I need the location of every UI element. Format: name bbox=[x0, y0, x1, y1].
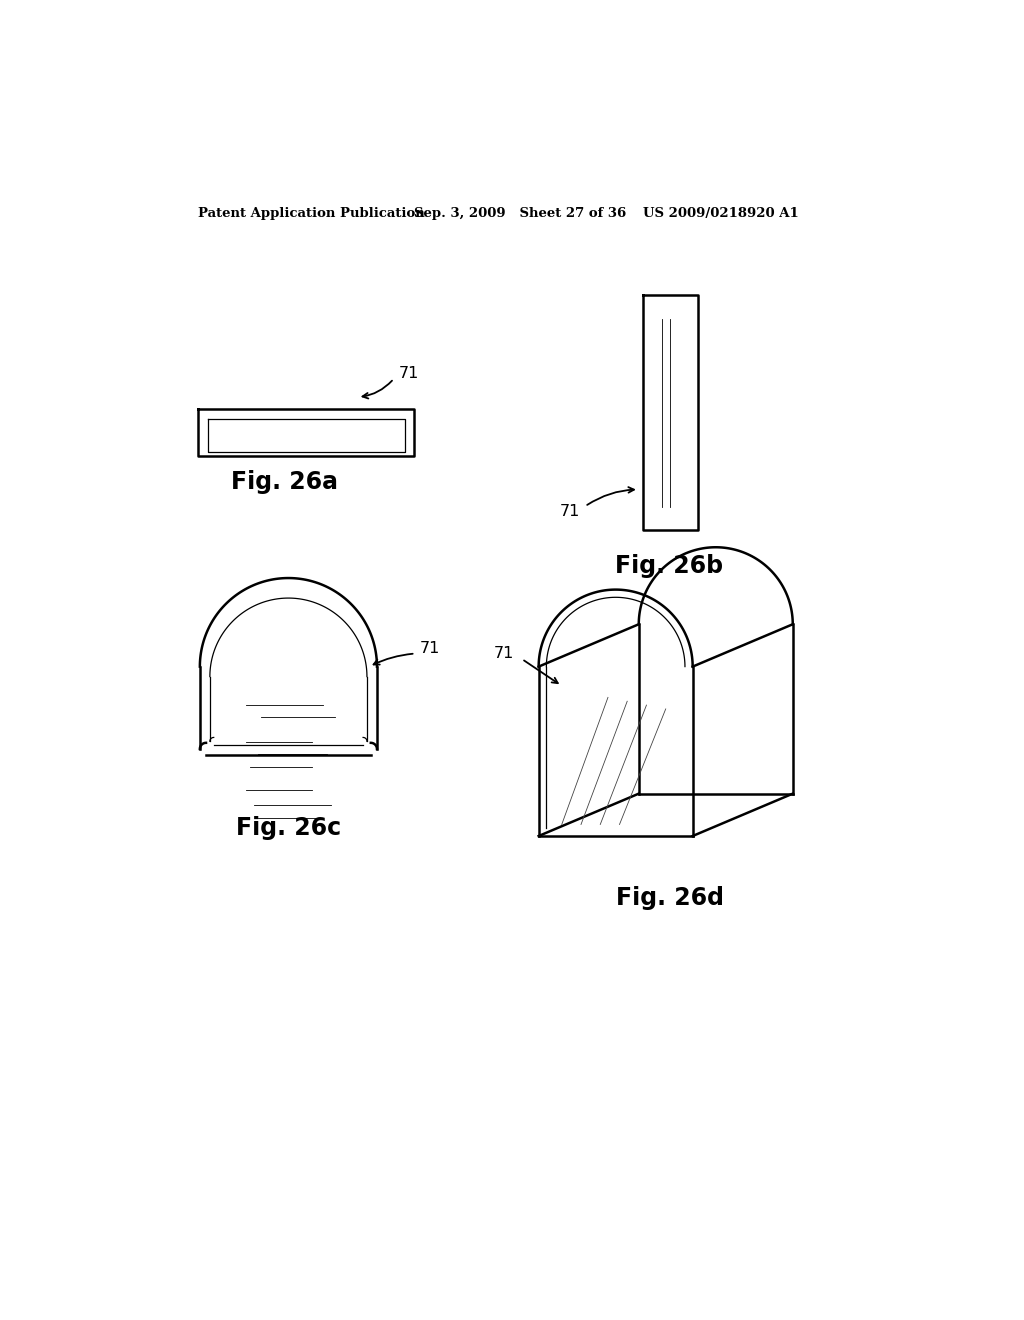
Text: 71: 71 bbox=[419, 640, 439, 656]
Text: Fig. 26a: Fig. 26a bbox=[231, 470, 338, 494]
Text: Fig. 26c: Fig. 26c bbox=[236, 816, 341, 841]
Text: US 2009/0218920 A1: US 2009/0218920 A1 bbox=[643, 207, 799, 220]
Text: 71: 71 bbox=[494, 645, 514, 661]
Text: Fig. 26d: Fig. 26d bbox=[615, 886, 724, 909]
Text: 71: 71 bbox=[559, 503, 580, 519]
Text: Sep. 3, 2009   Sheet 27 of 36: Sep. 3, 2009 Sheet 27 of 36 bbox=[414, 207, 626, 220]
Text: Fig. 26b: Fig. 26b bbox=[615, 554, 724, 578]
Text: 71: 71 bbox=[398, 367, 419, 381]
Text: Patent Application Publication: Patent Application Publication bbox=[199, 207, 425, 220]
